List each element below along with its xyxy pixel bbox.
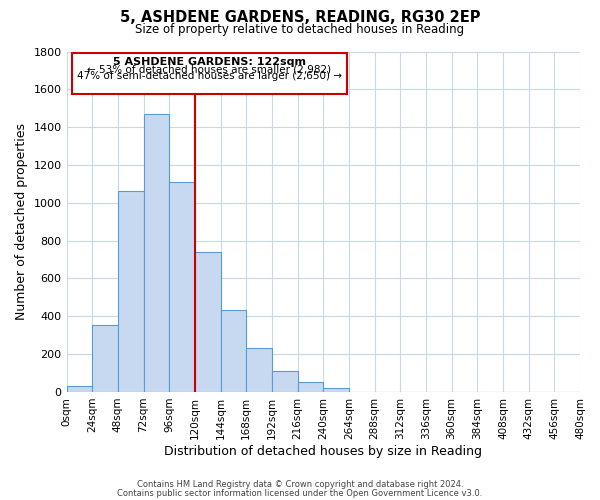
Bar xyxy=(246,348,272,392)
Bar xyxy=(298,382,323,392)
Bar xyxy=(272,371,298,392)
Text: 5, ASHDENE GARDENS, READING, RG30 2EP: 5, ASHDENE GARDENS, READING, RG30 2EP xyxy=(120,10,480,25)
Bar xyxy=(72,54,347,94)
Bar xyxy=(67,386,92,392)
Bar xyxy=(221,310,246,392)
Text: Contains public sector information licensed under the Open Government Licence v3: Contains public sector information licen… xyxy=(118,490,482,498)
Text: 47% of semi-detached houses are larger (2,650) →: 47% of semi-detached houses are larger (… xyxy=(77,72,342,82)
Bar xyxy=(92,325,118,392)
Bar xyxy=(118,192,143,392)
Text: Size of property relative to detached houses in Reading: Size of property relative to detached ho… xyxy=(136,22,464,36)
Text: 5 ASHDENE GARDENS: 122sqm: 5 ASHDENE GARDENS: 122sqm xyxy=(113,57,306,67)
Y-axis label: Number of detached properties: Number of detached properties xyxy=(15,123,28,320)
Text: Contains HM Land Registry data © Crown copyright and database right 2024.: Contains HM Land Registry data © Crown c… xyxy=(137,480,463,489)
Bar xyxy=(195,252,221,392)
Bar xyxy=(143,114,169,392)
Bar xyxy=(323,388,349,392)
X-axis label: Distribution of detached houses by size in Reading: Distribution of detached houses by size … xyxy=(164,444,482,458)
Text: ← 53% of detached houses are smaller (2,982): ← 53% of detached houses are smaller (2,… xyxy=(87,64,331,74)
Bar xyxy=(169,182,195,392)
